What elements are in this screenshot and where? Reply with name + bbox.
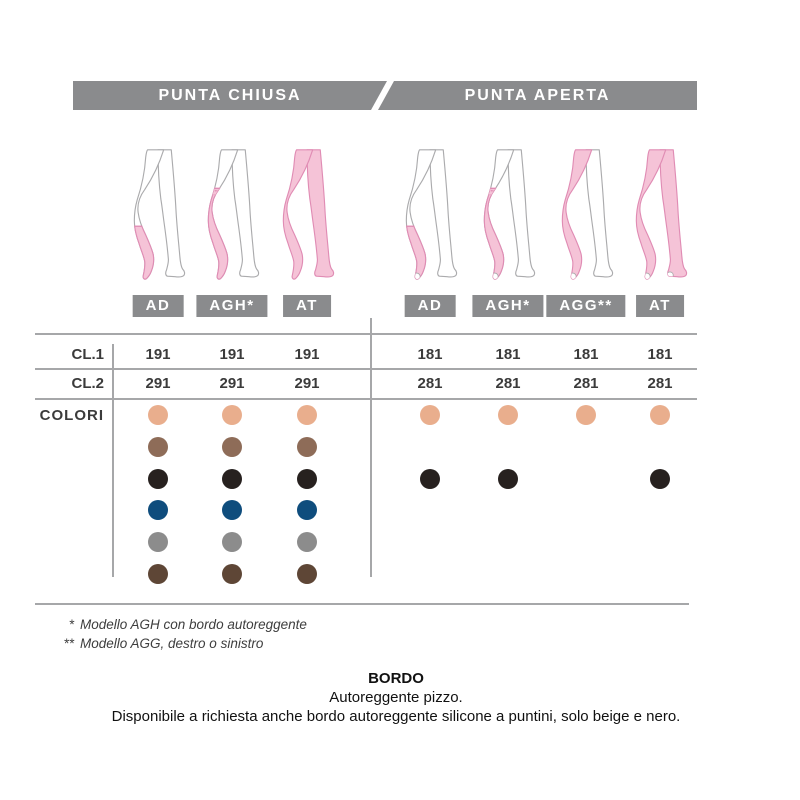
model-badge-at: AT [283,295,331,317]
row-label-cl1: CL.1 [71,346,104,363]
cl1-value: 191 [219,346,245,363]
punta-aperta-header: PUNTA APERTA [378,81,697,110]
color-dot-beige [148,405,168,425]
color-dot-brown [222,437,242,457]
color-dot-black [148,469,168,489]
leg-figure-ad-open [392,146,468,288]
cl1-value: 181 [647,346,673,363]
cl1-value: 181 [417,346,443,363]
leg-figure-at-open [622,146,698,288]
cl2-value: 281 [417,375,443,392]
color-dot-beige [420,405,440,425]
color-dot-navy [222,500,242,520]
footnote-divider-line [35,603,689,605]
color-dot-black [222,469,242,489]
cl1-cl2-divider-line [35,368,697,370]
color-dot-darkbrown [148,564,168,584]
punta-aperta-label: PUNTA APERTA [464,86,611,104]
cl1-value: 181 [495,346,521,363]
color-dot-darkbrown [222,564,242,584]
model-badge-ad: AD [404,295,456,317]
color-dot-brown [148,437,168,457]
color-dot-black [650,469,670,489]
model-badge-ad: AD [132,295,184,317]
footnote-text: Modello AGG, destro o sinistro [80,636,264,651]
color-dot-gray [297,532,317,552]
color-dot-brown [297,437,317,457]
color-dot-black [420,469,440,489]
row-label-colori: COLORI [39,407,104,424]
footnotes: * Modello AGH con bordo autoreggente ** … [52,615,307,653]
color-dot-beige [576,405,596,425]
footnote-marker: * [68,617,74,632]
bordo-section: BORDO Autoreggente pizzo. Disponibile a … [0,669,792,726]
punta-chiusa-header: PUNTA CHIUSA [73,81,387,110]
bordo-title: BORDO [368,670,424,687]
footnote-agg: ** Modello AGG, destro o sinistro [52,634,307,653]
color-dot-navy [297,500,317,520]
color-dot-beige [297,405,317,425]
model-badge-agh: AGH* [196,295,268,317]
cl2-value: 291 [294,375,320,392]
color-dot-beige [222,405,242,425]
footnote-text: Modello AGH con bordo autoreggente [80,617,307,632]
footnote-agh: * Modello AGH con bordo autoreggente [52,615,307,634]
cl2-value: 281 [495,375,521,392]
color-dot-gray [222,532,242,552]
cl1-value: 191 [294,346,320,363]
punta-chiusa-label: PUNTA CHIUSA [158,86,302,104]
leg-figure-agg-open [548,146,624,288]
color-dot-navy [148,500,168,520]
leg-figure-at-closed [269,146,345,288]
row-label-cl2: CL.2 [71,375,104,392]
cl2-colori-divider-line [35,398,697,400]
color-dot-beige [650,405,670,425]
cl2-value: 291 [219,375,245,392]
cl2-value: 281 [573,375,599,392]
leg-figure-ad-closed [120,146,196,288]
cl1-value: 181 [573,346,599,363]
color-dot-beige [498,405,518,425]
bordo-line1: Autoreggente pizzo. [329,689,463,706]
color-dot-gray [148,532,168,552]
cl2-value: 281 [647,375,673,392]
model-badge-agh: AGH* [472,295,544,317]
group-divider-line [370,318,372,577]
bordo-line2: Disponibile a richiesta anche bordo auto… [111,708,681,725]
model-badge-at: AT [636,295,684,317]
color-dot-darkbrown [297,564,317,584]
cl2-value: 291 [145,375,171,392]
model-badge-agg: AGG** [546,295,626,317]
footnote-marker: ** [63,636,74,651]
leg-figure-agh-open [470,146,546,288]
label-column-divider-line [112,344,114,577]
leg-figure-agh-closed [194,146,270,288]
color-dot-black [297,469,317,489]
table-top-line [35,333,697,335]
cl1-value: 191 [145,346,171,363]
color-dot-black [498,469,518,489]
